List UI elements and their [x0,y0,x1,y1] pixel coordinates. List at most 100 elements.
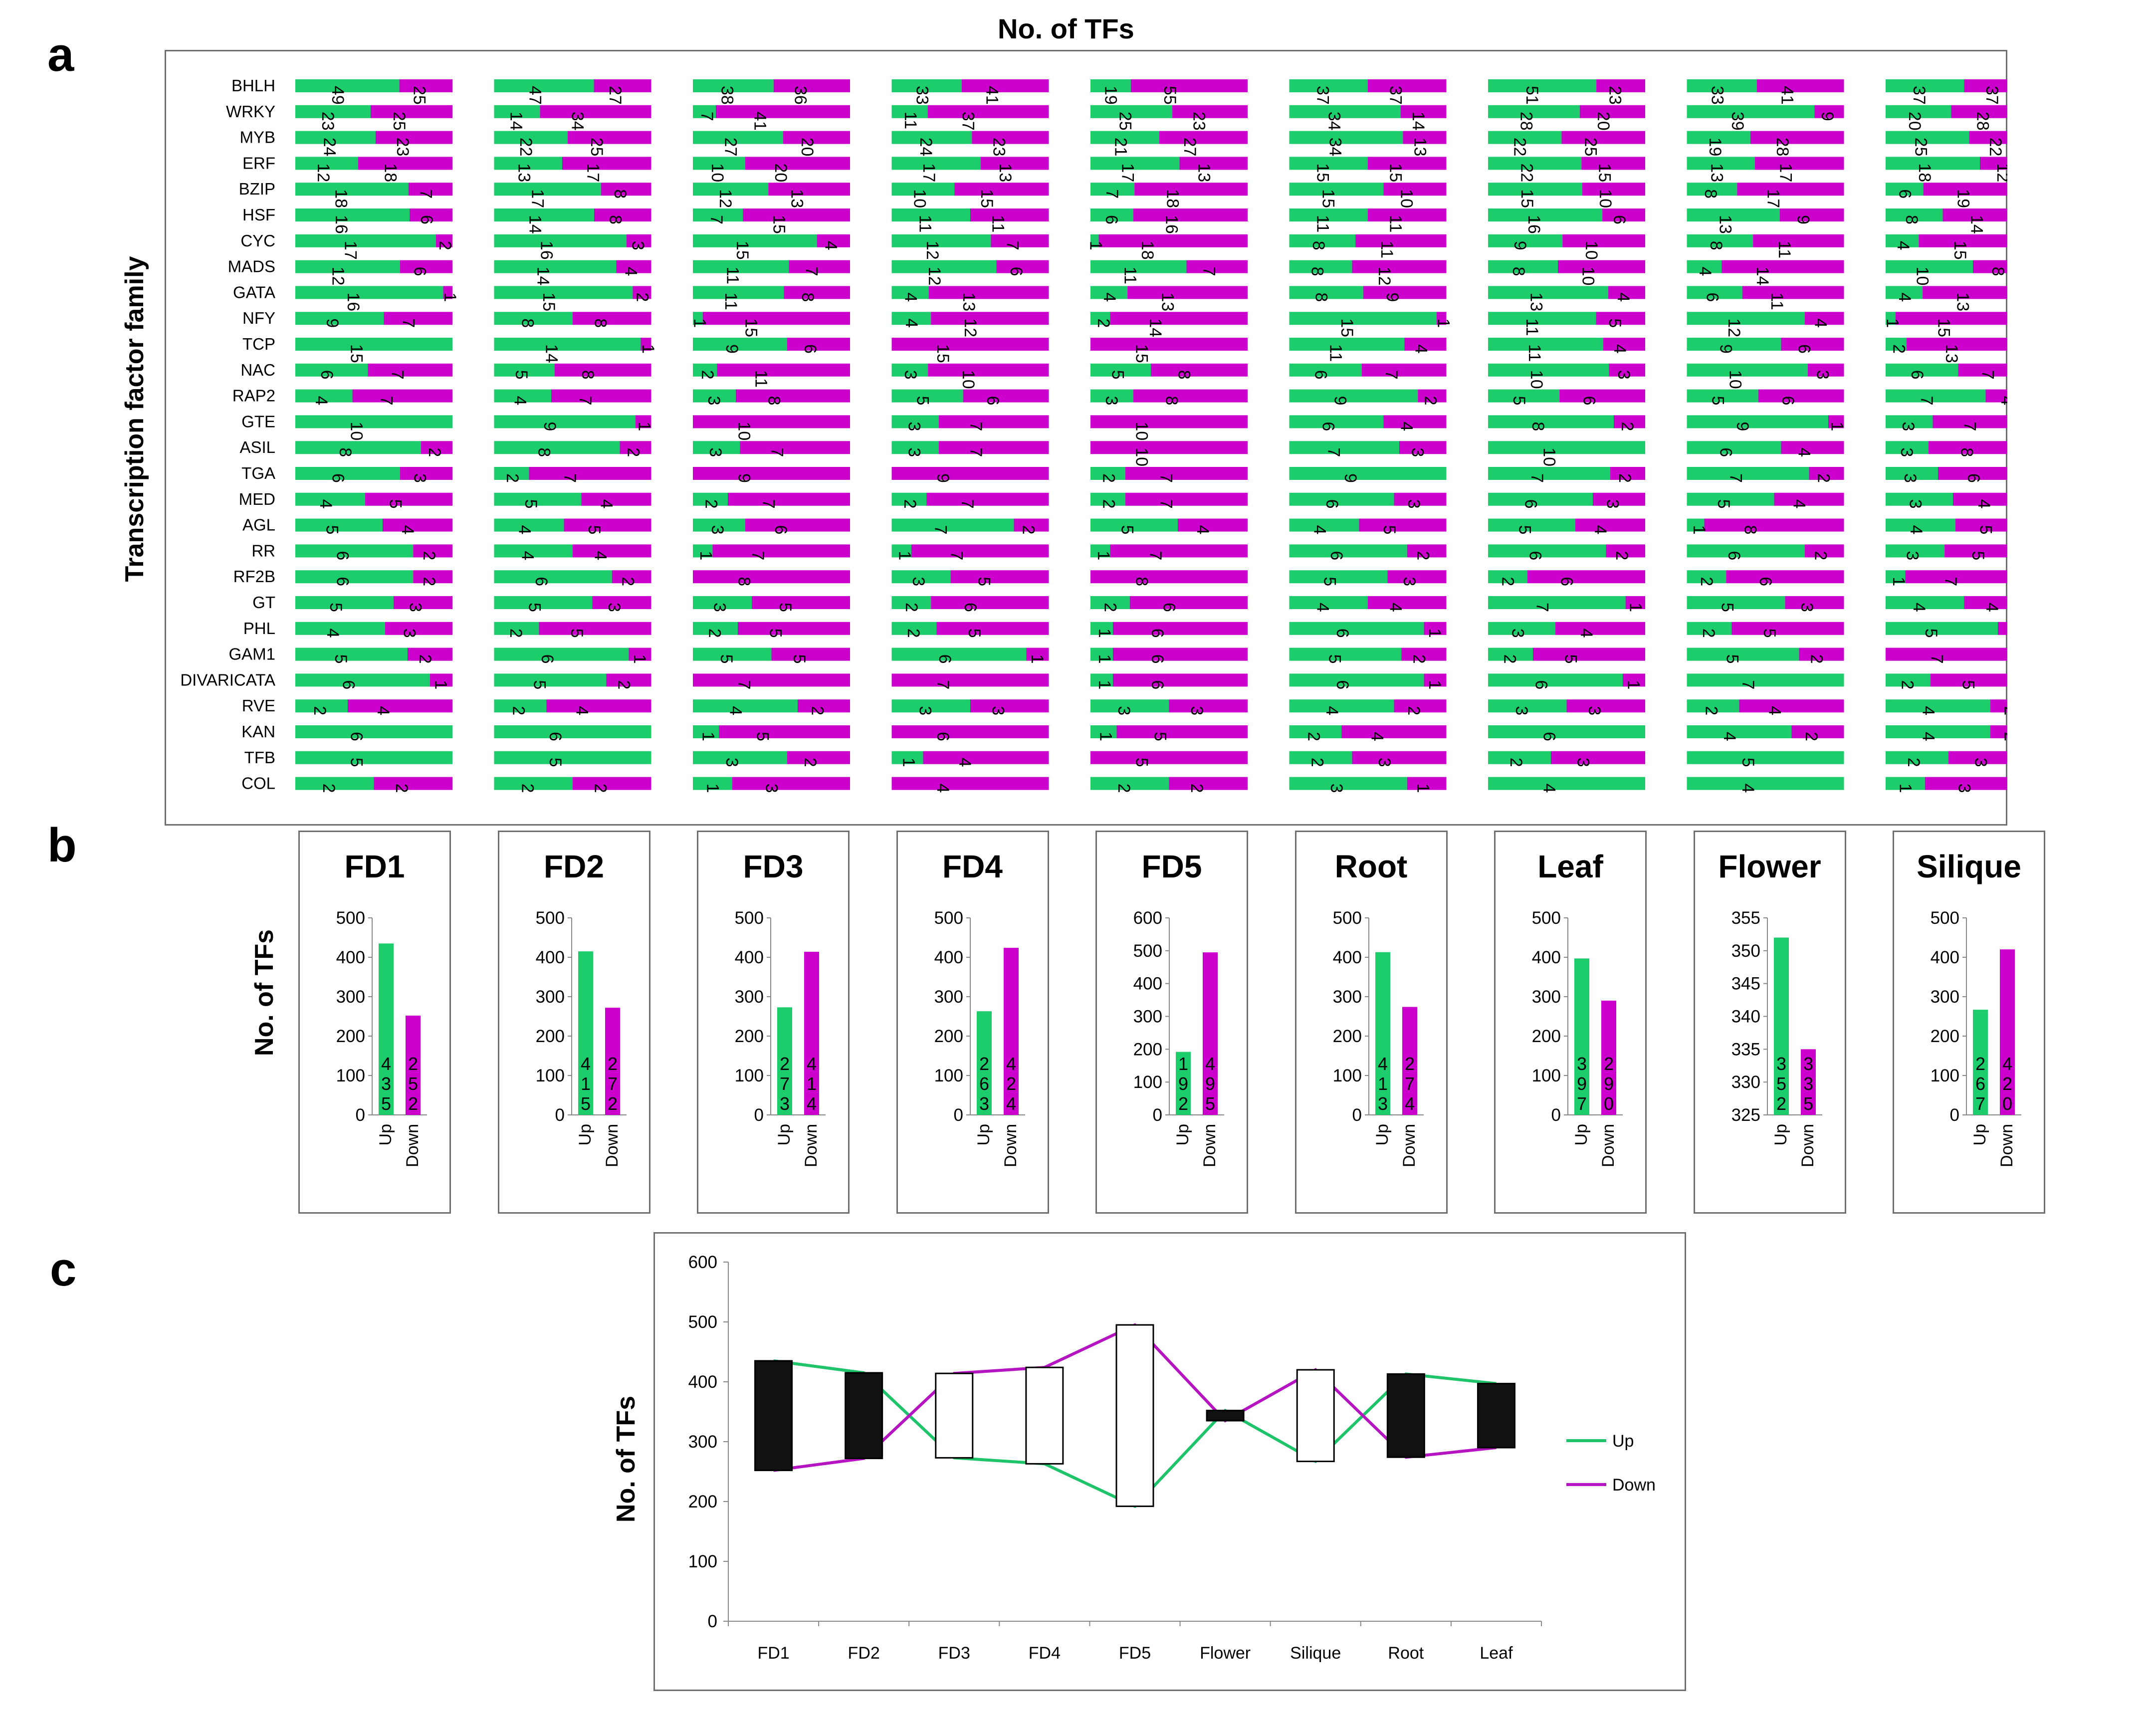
bar-up [295,492,365,506]
bar-up [1289,389,1418,403]
bar-down [1596,312,1645,325]
bar-up [1687,79,1757,92]
bar-up [295,518,383,532]
panel-b-chart: 0 100 200 300 400 500 600 192 Up 495 Down [1133,908,1224,1167]
bar-down [1814,105,1844,118]
bar-up-label: 1 [1883,318,1902,328]
bar-down-digit: 9 [1604,1074,1614,1094]
bar-up-label: 1 [1095,680,1114,689]
bar-down [1424,673,1447,687]
bar-down-label: 13 [1158,292,1177,311]
panel-b-box [1095,831,1248,1214]
bar-up-label: 1 [1094,551,1113,560]
bar-down-label: 7 [966,422,985,431]
c-tick-label: 200 [688,1492,717,1511]
panel-b-chart: 0 100 200 300 400 500 273 Up 414 Down [735,908,826,1167]
bar-up-digit: 9 [1577,1074,1587,1094]
bar-down-digit: 7 [1404,1074,1414,1094]
tick-label: 340 [1731,1007,1760,1027]
bar-up-label: 3 [1114,706,1133,715]
bar-down-label: 23 [990,138,1009,157]
bar-down [1905,570,2007,584]
tick-label: 0 [1551,1105,1561,1125]
bar-up-digit: 7 [1975,1093,1985,1114]
bar-up [295,415,452,429]
bar-down [936,622,1049,635]
bar-up-label: 3 [706,447,725,457]
panel-b-box [1494,831,1647,1214]
bar-down [1953,492,2007,506]
bar-up-label: 3 [905,447,924,457]
bar-down [1169,777,1248,790]
bar-up-label: 4 [1895,292,1914,302]
bar-up [891,518,1014,532]
bar-down [1355,234,1447,247]
bar-up-digit: 4 [580,1054,590,1074]
bar-down-label: 6 [933,732,952,741]
bar-up [494,544,573,558]
tick-label: 200 [535,1027,564,1046]
bar-down [1907,338,2007,351]
bar-down-label: 1 [630,654,649,664]
bar-down [408,647,452,661]
bar-down [1606,544,1645,558]
bar-down [1383,183,1447,196]
bar-down [410,209,452,221]
bar-down [629,647,651,661]
bar-down-digit: 2 [607,1054,617,1074]
bar-down-label: 5 [1561,654,1580,664]
bar-down-digit: 4 [1404,1093,1414,1114]
bar-up-label: 17 [528,189,547,208]
bar-down-label: 7 [966,447,985,457]
bar-up [1687,131,1750,144]
bar-down [1973,260,2007,273]
c-category-label: Leaf [1480,1644,1513,1663]
bar-down [928,363,1049,377]
bar-up [1886,209,1943,221]
bar-up [693,260,789,273]
bar-up-label: 2 [518,784,537,793]
bar-up [1289,751,1352,764]
bar-down-label: 6 [1007,267,1026,276]
bar-down-label: 7 [560,473,579,483]
panel-b-box [697,831,850,1214]
bar-up [1488,570,1527,584]
bar-down-label: 1 [1624,680,1643,689]
bar-down [931,596,1049,609]
bar-up [1687,673,1844,687]
bar-down [1800,1049,1816,1115]
bar-up-label: 16 [344,292,363,311]
bar-up [1289,183,1384,196]
bar-up-label: 2 [705,629,724,638]
bar-down [745,157,850,170]
bar-up [1176,1052,1191,1115]
bar-up [1090,492,1125,506]
bar-down-label: 15 [1132,344,1151,363]
bar-down [1026,647,1049,661]
bar-down-label: 9 [1818,112,1837,121]
bar-down [1129,596,1248,609]
bar-down-label: 8 [1741,525,1760,535]
bar-up [1886,79,1964,92]
c-tick-label: 600 [688,1253,717,1272]
bar-down-label: 7 [1382,370,1401,380]
bar-down [1791,725,1844,738]
bar-down-label: 9 [735,473,754,483]
bar-up-label: 3 [722,758,741,767]
bar-down-label: 12 [1375,267,1394,286]
bar-down [1407,777,1447,790]
bar-down-label: 15 [1934,318,1953,337]
panel-a-title: No. of TFs [998,13,1134,44]
bar-down [961,79,1049,92]
bar-up [777,1007,792,1115]
bar-up [1488,105,1580,118]
bar-down [911,544,1049,558]
bar-up [1886,157,1980,170]
bar-up [1488,389,1560,403]
bar-up-label: 5 [512,370,531,380]
bar-up-label: 6 [1333,629,1352,638]
bar-down-label: 27 [606,86,625,105]
bar-up-label: 10 [1527,370,1546,389]
bar-up [1488,363,1609,377]
c-box [1206,1410,1245,1422]
